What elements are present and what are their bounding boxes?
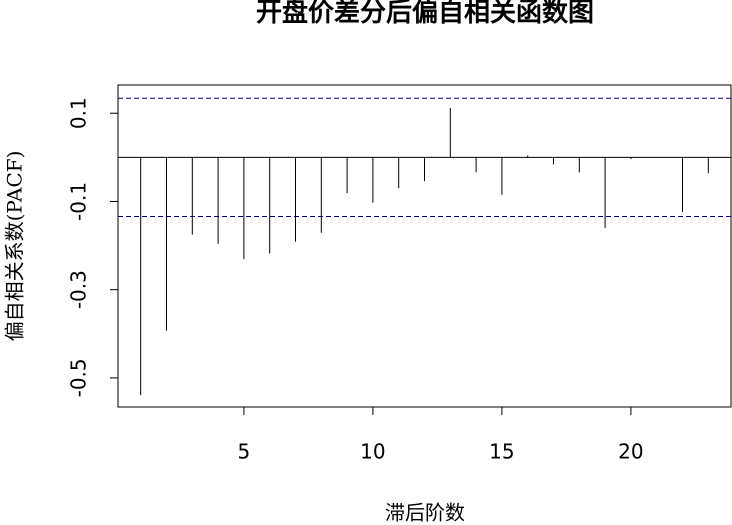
y-tick-label: -0.1 bbox=[67, 182, 91, 221]
x-tick-label: 15 bbox=[489, 440, 514, 464]
y-axis-label: 偏自相关系数(PACF) bbox=[3, 151, 27, 342]
plot-box bbox=[117, 84, 732, 408]
chart-title: 开盘价差分后偏自相关函数图 bbox=[256, 0, 594, 28]
x-axis-label: 滞后阶数 bbox=[385, 501, 465, 525]
x-tick-label: 5 bbox=[238, 440, 251, 464]
y-tick-label: -0.3 bbox=[67, 270, 91, 309]
x-tick-label: 10 bbox=[360, 440, 385, 464]
x-tick-label: 20 bbox=[618, 440, 643, 464]
y-tick-label: -0.5 bbox=[67, 358, 91, 397]
y-tick-label: 0.1 bbox=[67, 97, 91, 129]
